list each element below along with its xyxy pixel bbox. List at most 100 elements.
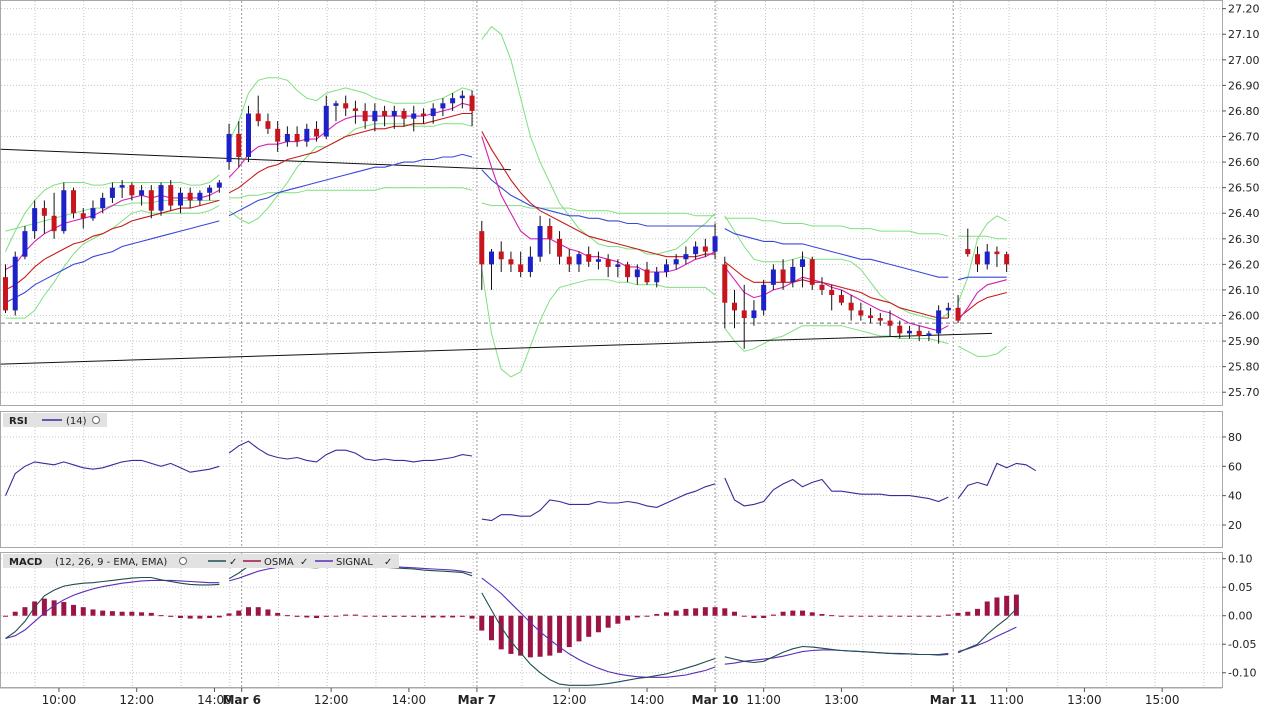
candle-body-65 <box>634 269 640 278</box>
macd-settings-icon[interactable] <box>179 557 187 565</box>
candle-body-43 <box>420 113 426 117</box>
osma-bar-77 <box>751 615 757 619</box>
candle-body-29 <box>284 133 290 142</box>
candle-body-10 <box>100 197 106 209</box>
osma-bar-0 <box>3 615 8 617</box>
candle-body-85 <box>829 289 835 296</box>
rsi-line-segment-4 <box>957 462 1037 499</box>
time-tick-label-14: 13:00 <box>1067 693 1102 707</box>
candle-body-55 <box>537 226 543 257</box>
osma-bar-73 <box>712 607 718 616</box>
osma-bar-99 <box>965 611 971 616</box>
osma-bar-41 <box>401 615 407 617</box>
trendline-0 <box>0 148 511 171</box>
price-panel: 27.20 27.10 27.00 26.90 26.80 26.70 26.60 26.50… <box>0 0 1260 406</box>
osma-bar-74 <box>722 608 728 616</box>
time-tick-label-9: Mar 10 <box>692 693 739 707</box>
time-tick-label-5: 14:00 <box>392 693 427 707</box>
candle-body-4 <box>41 208 47 216</box>
rsi-tick-label-1: 60 <box>1228 460 1242 473</box>
candle-body-90 <box>877 318 883 321</box>
osma-bar-9 <box>90 609 96 616</box>
osma-bar-72 <box>702 607 708 616</box>
osma-bar-35 <box>343 614 349 616</box>
candle-body-96 <box>936 310 942 334</box>
rsi-settings-icon[interactable] <box>92 416 100 424</box>
price-tick-label-7: 26.50 <box>1228 182 1260 195</box>
candle-body-30 <box>294 133 300 142</box>
candle-body-54 <box>527 256 533 273</box>
signal-line-segment-2 <box>481 577 716 678</box>
signal-check-icon[interactable]: ✓ <box>384 557 392 568</box>
osma-bar-78 <box>761 615 767 619</box>
macd-legend[interactable]: MACD (12, 26, 9 - EMA, EMA) ✓ OSMA ✓ SIG… <box>3 554 399 568</box>
candle-body-98 <box>955 307 961 321</box>
macd-legend-params: (12, 26, 9 - EMA, EMA) <box>55 557 167 568</box>
osma-bar-59 <box>576 615 582 642</box>
osma-bar-49 <box>479 615 485 631</box>
osma-bar-52 <box>508 615 514 654</box>
candle-body-37 <box>362 110 368 122</box>
osma-check-icon[interactable]: ✓ <box>300 557 308 568</box>
candle-body-61 <box>595 259 601 262</box>
macd-tick-label-1: 0.05 <box>1228 581 1253 594</box>
osma-bar-60 <box>586 615 592 637</box>
osma-bar-5 <box>51 600 57 616</box>
candle-body-79 <box>770 269 776 285</box>
candle-body-15 <box>148 190 154 211</box>
osma-bar-89 <box>868 615 874 617</box>
moving-average-mid-line-segment-0 <box>5 199 220 291</box>
osma-bar-68 <box>663 612 669 616</box>
osma-bar-13 <box>129 611 135 616</box>
osma-bar-53 <box>518 615 524 656</box>
osma-bar-79 <box>770 614 776 616</box>
osma-bar-62 <box>605 615 611 628</box>
osma-bar-96 <box>936 615 942 617</box>
macd-legend-label: MACD <box>9 557 42 568</box>
candle-body-56 <box>547 226 553 239</box>
candle-body-2 <box>22 231 28 257</box>
rsi-tick-label-2: 40 <box>1228 490 1242 503</box>
macd-panel-frame <box>0 552 1223 688</box>
rsi-legend-label: RSI <box>9 416 28 427</box>
macd-tick-label-2: 0.00 <box>1228 610 1253 623</box>
candle-body-60 <box>586 254 592 262</box>
osma-bar-46 <box>450 615 456 618</box>
candle-body-31 <box>304 128 310 142</box>
candle-body-48 <box>469 95 475 111</box>
candle-body-13 <box>129 185 135 196</box>
signal-line-segment-4 <box>957 626 1017 653</box>
bollinger-middle-line-segment-4 <box>958 235 1007 240</box>
bollinger-upper-line-segment-1 <box>228 77 473 142</box>
macd-line-segment-2 <box>481 592 716 686</box>
osma-bar-54 <box>527 615 533 658</box>
candle-body-91 <box>887 320 893 326</box>
bollinger-upper-line-segment-4 <box>957 215 1007 303</box>
candle-body-62 <box>605 259 611 267</box>
rsi-line-segment-0 <box>4 459 220 496</box>
macd-line-check-icon[interactable]: ✓ <box>229 557 237 568</box>
candle-body-78 <box>761 284 767 311</box>
rsi-legend[interactable]: RSI (14) <box>3 413 107 427</box>
candle-body-42 <box>411 113 417 119</box>
candle-body-74 <box>722 264 728 303</box>
bollinger-upper-line-segment-2 <box>481 25 716 255</box>
candle-body-58 <box>566 256 572 265</box>
rsi-grid <box>1 412 1222 547</box>
osma-bar-61 <box>595 615 601 633</box>
candle-body-87 <box>848 302 854 311</box>
moving-average-slow-line-segment-3 <box>724 228 949 278</box>
candle-body-8 <box>80 213 86 219</box>
candle-body-103 <box>1004 254 1010 265</box>
price-tick-label-12: 26.00 <box>1228 310 1260 323</box>
macd-legend-bg <box>3 554 399 568</box>
candle-body-23 <box>226 133 232 163</box>
candle-body-40 <box>391 110 397 117</box>
time-tick-label-1: 12:00 <box>119 693 154 707</box>
osma-bar-51 <box>498 615 504 650</box>
candle-body-86 <box>838 295 844 303</box>
candle-body-26 <box>255 113 261 122</box>
candle-body-94 <box>916 330 922 336</box>
osma-bar-76 <box>741 615 747 617</box>
